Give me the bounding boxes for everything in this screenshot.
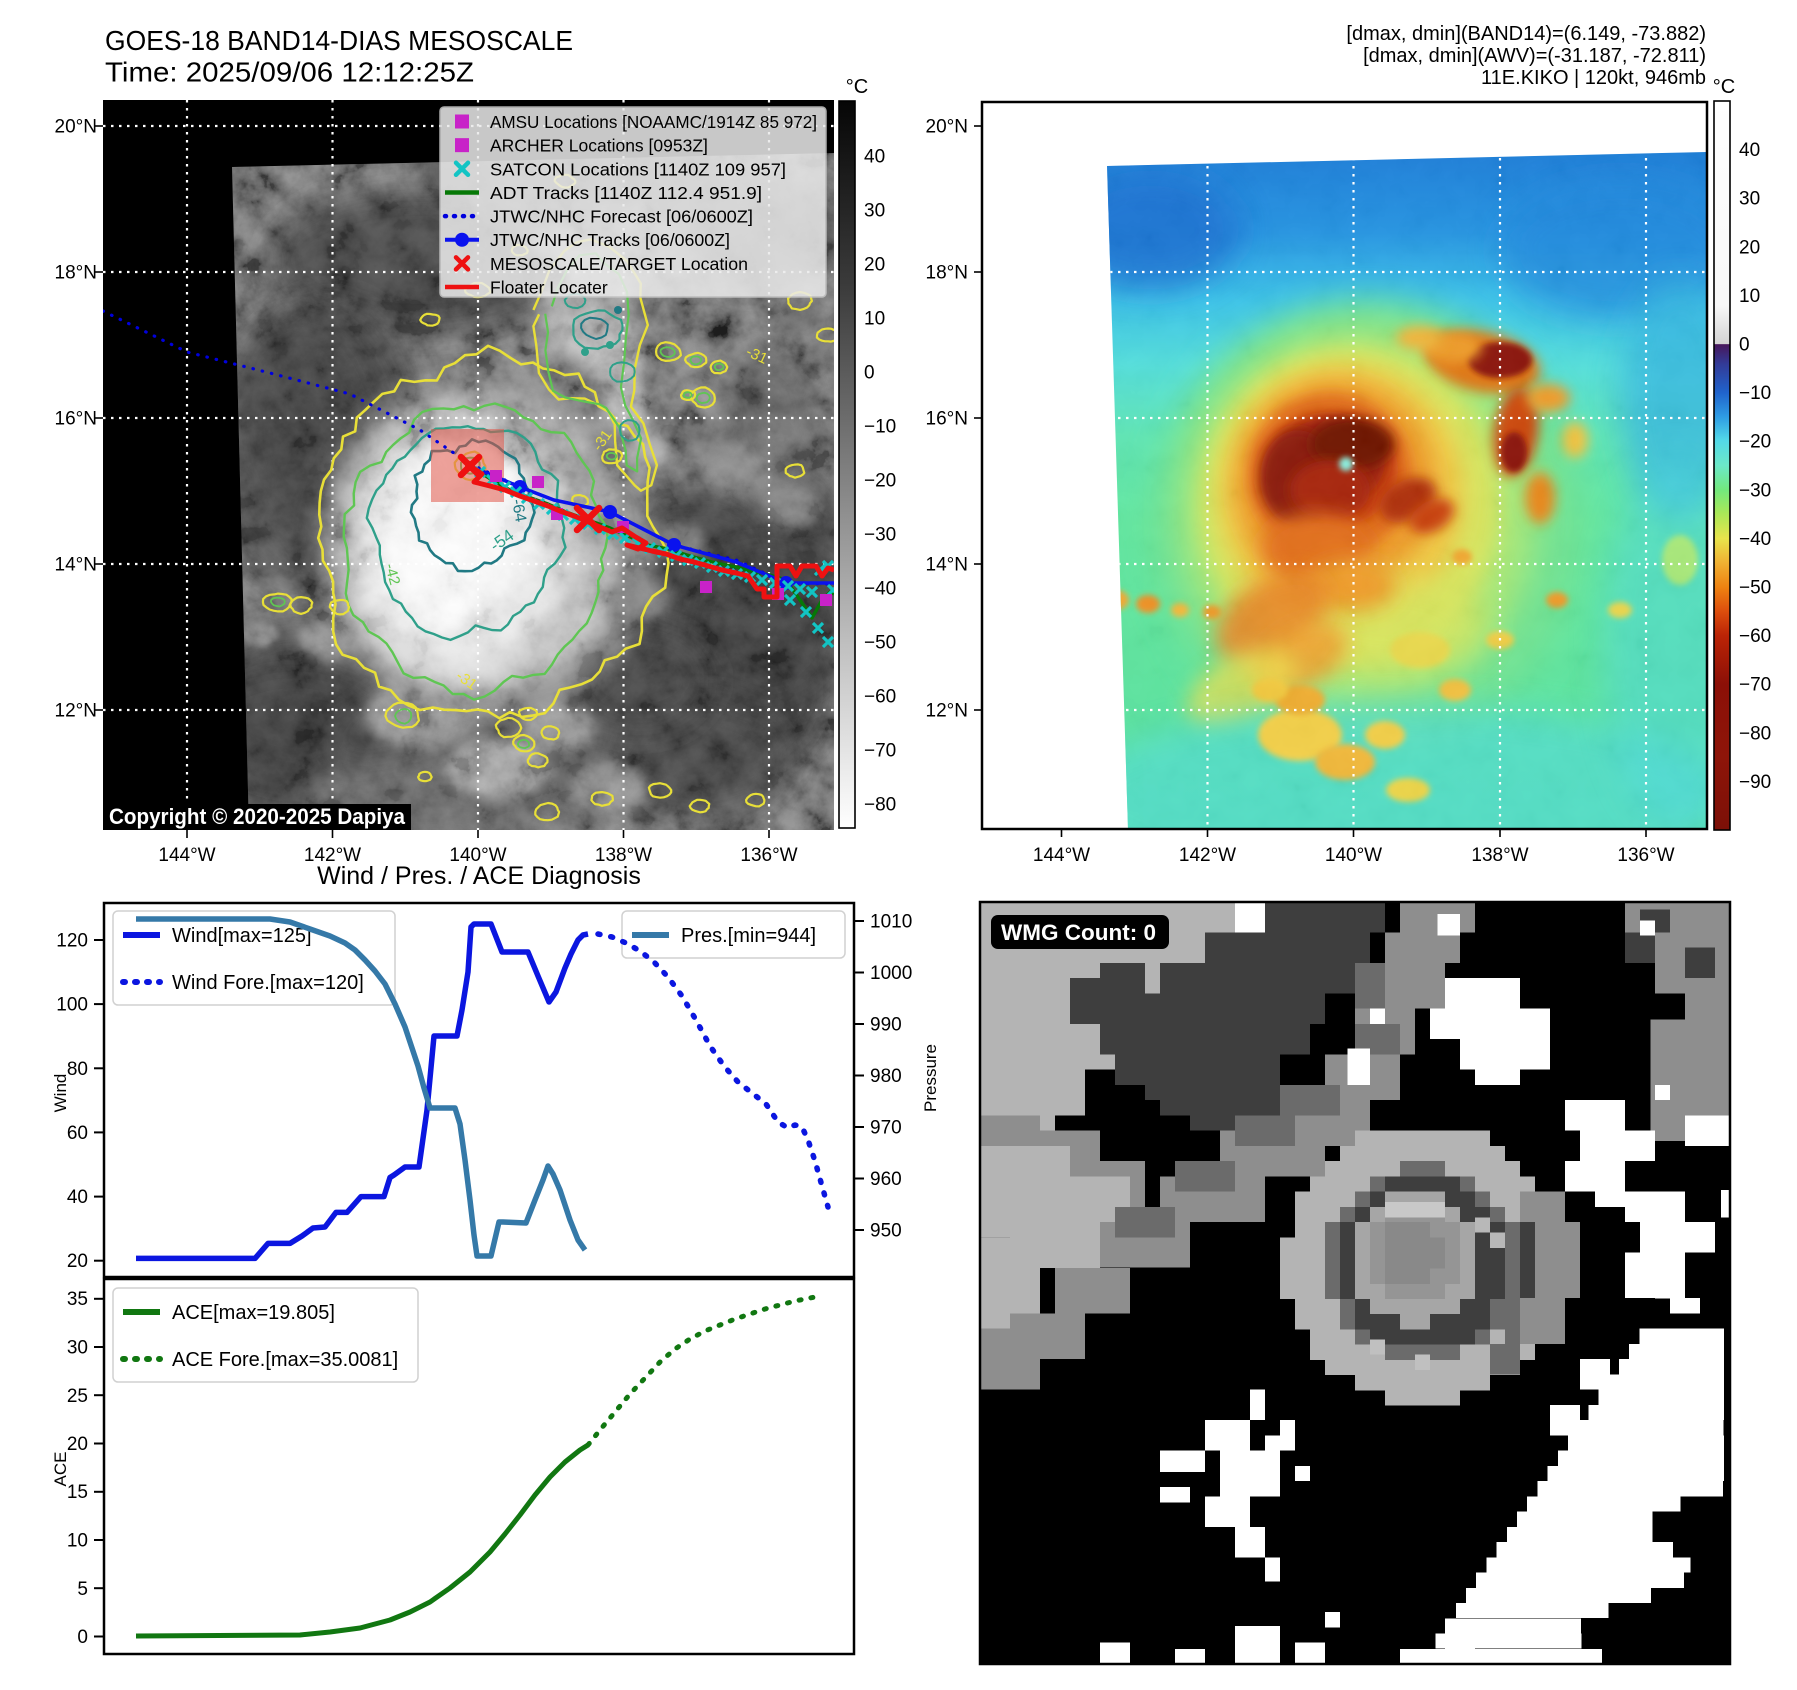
- svg-text:Wind / Pres. / ACE Diagnosis: Wind / Pres. / ACE Diagnosis: [317, 862, 641, 890]
- svg-text:138°W: 138°W: [595, 845, 652, 866]
- svg-text:40: 40: [67, 1187, 88, 1208]
- svg-text:1000: 1000: [870, 963, 912, 984]
- svg-text:1010: 1010: [870, 912, 912, 933]
- svg-text:18°N: 18°N: [55, 263, 97, 284]
- svg-text:80: 80: [67, 1059, 88, 1080]
- svg-text:Copyright © 2020-2025 Dapiya: Copyright © 2020-2025 Dapiya: [109, 804, 406, 829]
- svg-text:16°N: 16°N: [926, 409, 968, 430]
- svg-text:136°W: 136°W: [1617, 845, 1674, 866]
- svg-text:140°W: 140°W: [449, 845, 506, 866]
- svg-text:−30: −30: [864, 525, 896, 546]
- svg-text:−80: −80: [1739, 723, 1771, 744]
- svg-text:SATCON Locations [1140Z 109 95: SATCON Locations [1140Z 109 957]: [490, 159, 786, 179]
- svg-text:Pressure: Pressure: [921, 1044, 940, 1112]
- svg-text:10: 10: [864, 309, 885, 330]
- svg-text:°C: °C: [1713, 76, 1735, 98]
- svg-text:−20: −20: [864, 471, 896, 492]
- svg-text:−40: −40: [1739, 529, 1771, 550]
- svg-text:136°W: 136°W: [740, 845, 797, 866]
- svg-text:12°N: 12°N: [55, 701, 97, 722]
- svg-text:142°W: 142°W: [1179, 845, 1236, 866]
- svg-text:[dmax, dmin](BAND14)=(6.149, -: [dmax, dmin](BAND14)=(6.149, -73.882): [1346, 23, 1706, 45]
- svg-text:20°N: 20°N: [926, 117, 968, 138]
- svg-text:138°W: 138°W: [1471, 845, 1528, 866]
- svg-text:GOES-18 BAND14-DIAS MESOSCALE: GOES-18 BAND14-DIAS MESOSCALE: [105, 25, 573, 56]
- svg-text:14°N: 14°N: [926, 555, 968, 576]
- svg-text:ACE[max=19.805]: ACE[max=19.805]: [172, 1302, 335, 1324]
- svg-text:18°N: 18°N: [926, 263, 968, 284]
- svg-text:−10: −10: [1739, 383, 1771, 404]
- svg-text:35: 35: [67, 1289, 88, 1310]
- svg-text:11E.KIKO | 120kt, 946mb: 11E.KIKO | 120kt, 946mb: [1481, 67, 1706, 89]
- svg-text:AMSU Locations [NOAAMC/1914Z 8: AMSU Locations [NOAAMC/1914Z 85 972]: [490, 112, 817, 132]
- svg-text:Wind: Wind: [51, 1074, 70, 1113]
- svg-text:Pres.[min=944]: Pres.[min=944]: [681, 925, 816, 947]
- svg-text:−40: −40: [864, 579, 896, 600]
- svg-text:ACE Fore.[max=35.0081]: ACE Fore.[max=35.0081]: [172, 1349, 398, 1371]
- svg-text:Floater Locater: Floater Locater: [490, 278, 608, 298]
- svg-text:−70: −70: [1739, 675, 1771, 696]
- svg-text:JTWC/NHC Forecast [06/0600Z]: JTWC/NHC Forecast [06/0600Z]: [490, 207, 753, 227]
- svg-text:0: 0: [864, 363, 875, 384]
- svg-text:144°W: 144°W: [1033, 845, 1090, 866]
- svg-text:ADT Tracks [1140Z 112.4 951.9]: ADT Tracks [1140Z 112.4 951.9]: [490, 183, 762, 203]
- svg-text:120: 120: [56, 931, 88, 952]
- svg-text:20: 20: [864, 255, 885, 276]
- svg-text:30: 30: [1739, 189, 1760, 210]
- svg-text:0: 0: [77, 1627, 88, 1648]
- svg-text:30: 30: [864, 201, 885, 222]
- svg-text:−60: −60: [864, 687, 896, 708]
- svg-text:0: 0: [1739, 335, 1750, 356]
- svg-text:−80: −80: [864, 795, 896, 816]
- svg-text:980: 980: [870, 1066, 902, 1087]
- svg-text:30: 30: [67, 1338, 88, 1359]
- svg-text:−10: −10: [864, 417, 896, 438]
- svg-text:140°W: 140°W: [1325, 845, 1382, 866]
- svg-text:Wind[max=125]: Wind[max=125]: [172, 925, 312, 947]
- svg-text:970: 970: [870, 1118, 902, 1139]
- svg-text:−20: −20: [1739, 432, 1771, 453]
- svg-text:JTWC/NHC Tracks [06/0600Z]: JTWC/NHC Tracks [06/0600Z]: [490, 230, 730, 250]
- svg-text:-64: -64: [508, 498, 529, 524]
- svg-text:20: 20: [67, 1251, 88, 1272]
- svg-text:12°N: 12°N: [926, 701, 968, 722]
- svg-text:WMG Count: 0: WMG Count: 0: [1001, 920, 1156, 945]
- svg-text:[dmax, dmin](AWV)=(-31.187, -7: [dmax, dmin](AWV)=(-31.187, -72.811): [1363, 45, 1706, 67]
- svg-text:20: 20: [67, 1434, 88, 1455]
- svg-text:−50: −50: [1739, 578, 1771, 599]
- svg-text:20°N: 20°N: [55, 117, 97, 138]
- svg-text:−90: −90: [1739, 772, 1771, 793]
- svg-text:20: 20: [1739, 237, 1760, 258]
- svg-text:25: 25: [67, 1386, 88, 1407]
- svg-text:Time: 2025/09/06 12:12:25Z: Time: 2025/09/06 12:12:25Z: [105, 57, 474, 88]
- svg-text:−60: −60: [1739, 626, 1771, 647]
- svg-text:14°N: 14°N: [55, 555, 97, 576]
- svg-text:ACE: ACE: [51, 1452, 70, 1487]
- svg-text:10: 10: [1739, 286, 1760, 307]
- svg-text:40: 40: [864, 147, 885, 168]
- svg-text:−30: −30: [1739, 480, 1771, 501]
- svg-text:60: 60: [67, 1123, 88, 1144]
- svg-text:950: 950: [870, 1221, 902, 1242]
- svg-text:10: 10: [67, 1531, 88, 1552]
- svg-text:Wind Fore.[max=120]: Wind Fore.[max=120]: [172, 972, 364, 994]
- svg-text:5: 5: [77, 1579, 88, 1600]
- svg-text:−70: −70: [864, 741, 896, 762]
- svg-text:16°N: 16°N: [55, 409, 97, 430]
- svg-text:15: 15: [67, 1482, 88, 1503]
- svg-text:40: 40: [1739, 140, 1760, 161]
- svg-text:−50: −50: [864, 633, 896, 654]
- svg-text:142°W: 142°W: [304, 845, 361, 866]
- svg-text:°C: °C: [846, 76, 868, 98]
- svg-text:ARCHER Locations [0953Z]: ARCHER Locations [0953Z]: [490, 136, 708, 156]
- svg-text:-42: -42: [381, 562, 403, 587]
- svg-text:100: 100: [56, 995, 88, 1016]
- svg-text:MESOSCALE/TARGET Location: MESOSCALE/TARGET Location: [490, 254, 748, 274]
- svg-text:144°W: 144°W: [158, 845, 215, 866]
- svg-text:990: 990: [870, 1015, 902, 1036]
- svg-text:960: 960: [870, 1169, 902, 1190]
